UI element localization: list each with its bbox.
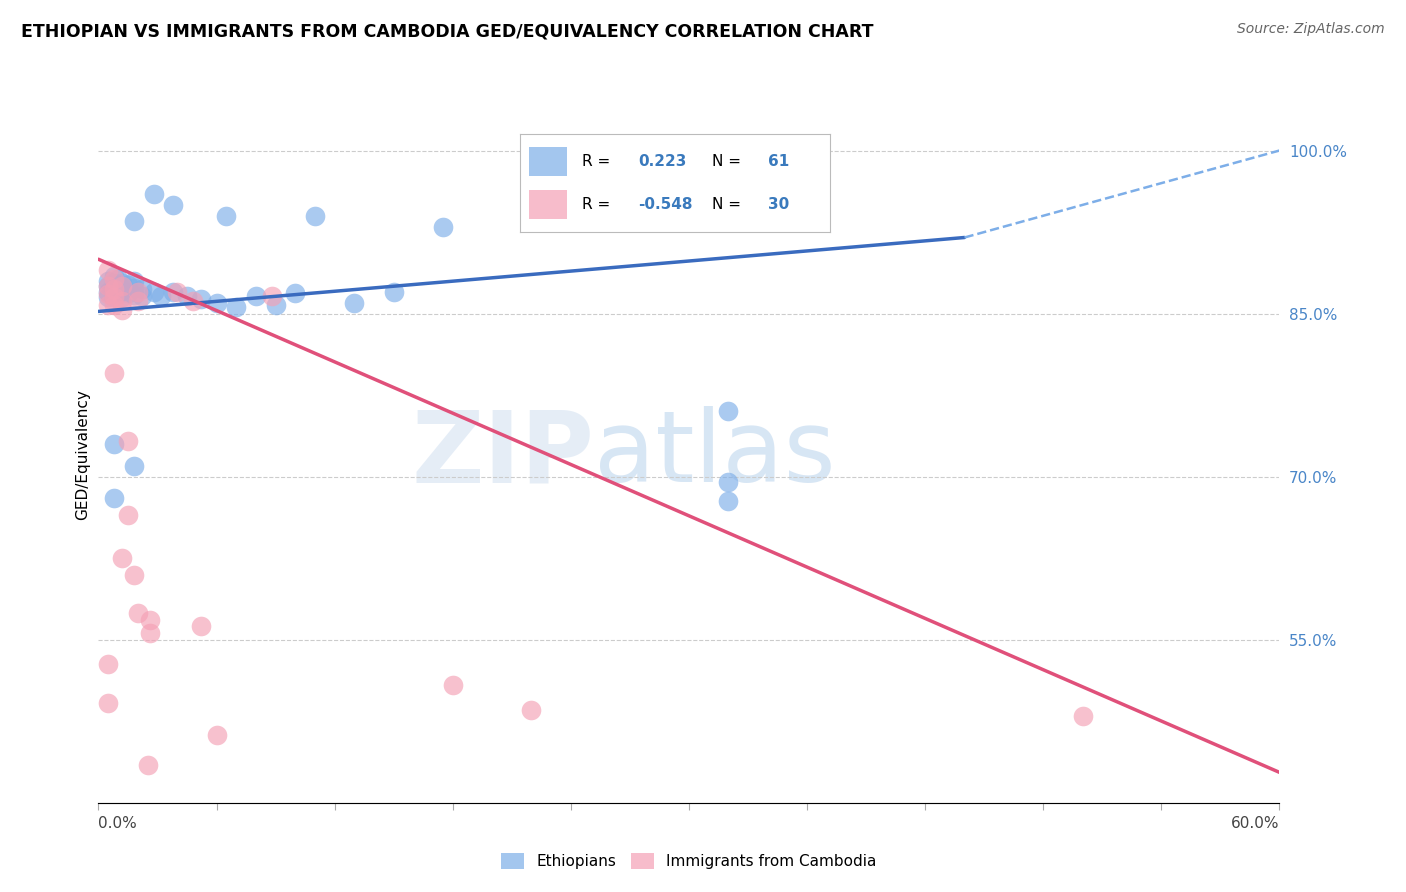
Point — [1071, 709, 1094, 723]
Text: atlas: atlas — [595, 407, 837, 503]
Point — [150, 289, 173, 303]
Point — [103, 437, 125, 451]
Point — [122, 458, 145, 473]
Point — [205, 295, 228, 310]
Y-axis label: GED/Equivalency: GED/Equivalency — [75, 390, 90, 520]
Point — [264, 298, 287, 312]
FancyBboxPatch shape — [530, 190, 567, 219]
Point — [97, 285, 120, 299]
Text: 0.223: 0.223 — [638, 153, 686, 169]
Point — [441, 678, 464, 692]
Point — [103, 283, 125, 297]
Point — [131, 289, 153, 303]
Point — [111, 283, 134, 297]
Point — [136, 757, 159, 772]
Point — [520, 703, 543, 717]
Point — [142, 187, 165, 202]
Point — [103, 298, 125, 312]
Text: ZIP: ZIP — [412, 407, 595, 503]
Point — [122, 288, 145, 302]
Point — [103, 272, 125, 286]
Legend: Ethiopians, Immigrants from Cambodia: Ethiopians, Immigrants from Cambodia — [495, 847, 883, 875]
Point — [131, 282, 153, 296]
Text: -0.548: -0.548 — [638, 197, 692, 212]
Point — [103, 290, 125, 304]
Point — [97, 287, 120, 301]
Point — [142, 285, 165, 299]
Point — [117, 285, 139, 300]
Point — [304, 209, 326, 223]
Point — [111, 276, 134, 290]
Point — [111, 293, 134, 308]
Point — [97, 279, 120, 293]
Point — [97, 290, 120, 304]
Point — [225, 300, 247, 314]
Point — [138, 626, 160, 640]
Point — [97, 298, 120, 312]
Point — [107, 279, 129, 293]
Text: R =: R = — [582, 197, 610, 212]
Point — [97, 279, 120, 293]
Text: 61: 61 — [768, 153, 789, 169]
Point — [432, 219, 454, 234]
Text: 0.0%: 0.0% — [98, 816, 138, 831]
Point — [215, 209, 238, 223]
Point — [127, 293, 149, 308]
Point — [122, 280, 145, 294]
Point — [181, 293, 204, 308]
Point — [103, 367, 125, 381]
Point — [343, 295, 366, 310]
Text: Source: ZipAtlas.com: Source: ZipAtlas.com — [1237, 22, 1385, 37]
Text: 60.0%: 60.0% — [1232, 816, 1279, 831]
Point — [97, 274, 120, 288]
Point — [245, 289, 267, 303]
Point — [382, 285, 405, 299]
Point — [127, 606, 149, 620]
Point — [717, 404, 740, 418]
Point — [111, 290, 134, 304]
Point — [103, 290, 125, 304]
Point — [103, 282, 125, 296]
Text: N =: N = — [711, 153, 741, 169]
Point — [127, 285, 149, 299]
Point — [162, 198, 184, 212]
Point — [117, 278, 139, 293]
Point — [190, 293, 212, 307]
FancyBboxPatch shape — [530, 146, 567, 176]
Text: ETHIOPIAN VS IMMIGRANTS FROM CAMBODIA GED/EQUIVALENCY CORRELATION CHART: ETHIOPIAN VS IMMIGRANTS FROM CAMBODIA GE… — [21, 22, 873, 40]
Point — [111, 551, 134, 566]
Point — [162, 285, 184, 299]
Point — [111, 279, 134, 293]
Point — [111, 303, 134, 318]
Point — [176, 289, 198, 303]
Point — [97, 263, 120, 277]
Text: N =: N = — [711, 197, 741, 212]
Point — [97, 657, 120, 671]
Point — [717, 493, 740, 508]
Point — [122, 274, 145, 288]
Point — [138, 613, 160, 627]
Point — [103, 276, 125, 290]
Point — [122, 567, 145, 582]
Point — [97, 696, 120, 710]
Point — [190, 618, 212, 632]
Point — [103, 268, 125, 283]
Point — [117, 434, 139, 448]
Point — [122, 214, 145, 228]
Point — [117, 508, 139, 522]
Point — [284, 285, 307, 300]
Point — [103, 491, 125, 506]
Text: R =: R = — [582, 153, 610, 169]
Point — [166, 285, 188, 299]
Point — [260, 289, 283, 303]
Point — [205, 728, 228, 742]
Point — [107, 272, 129, 286]
Point — [717, 475, 740, 489]
Text: 30: 30 — [768, 197, 789, 212]
Point — [107, 287, 129, 301]
